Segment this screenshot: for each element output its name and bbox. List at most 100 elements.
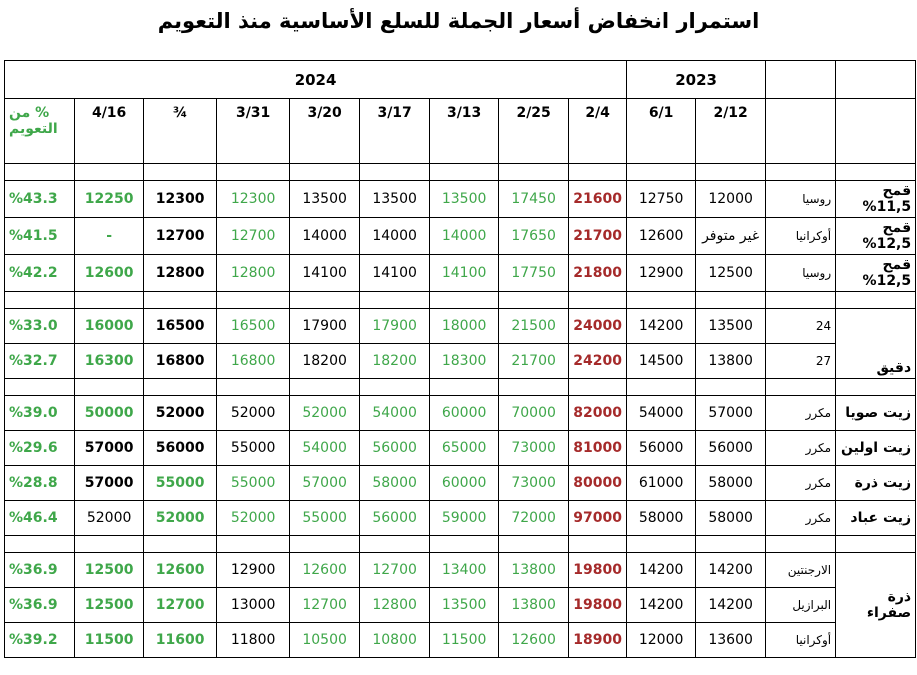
spacer-cell [695, 535, 767, 553]
price-cell: 56000 [359, 430, 431, 466]
price-cell: 56000 [359, 500, 431, 536]
price-cell: 56000 [695, 430, 767, 466]
origin-label: 27 [765, 343, 837, 379]
price-cell: 12300 [143, 180, 218, 218]
spacer-cell [695, 378, 767, 396]
price-cell: 54000 [626, 395, 697, 431]
spacer-cell [568, 535, 628, 553]
table-row [3, 163, 917, 181]
price-cell: 13600 [695, 622, 767, 658]
price-cell: 16800 [216, 343, 291, 379]
table-row: قمح 12,5% روسيا 12500 12900 21800 17750 14100 1… [3, 254, 917, 292]
price-cell: 16300 [74, 343, 145, 379]
origin-label: روسيا [765, 254, 837, 292]
spacer-cell [143, 378, 218, 396]
price-cell: 12000 [626, 622, 697, 658]
column-header: 4/16 [74, 98, 145, 164]
origin-label: البرازيل [765, 587, 837, 623]
percent-change: %32.7 [3, 343, 76, 379]
table-row: قمح 11,5% روسيا 12000 12750 21600 17450 13500 1… [3, 180, 917, 218]
spacer-cell [568, 378, 628, 396]
price-cell: 14000 [429, 217, 500, 255]
price-cell: 13400 [429, 552, 500, 588]
price-cell: 13800 [695, 343, 767, 379]
percent-change: %33.0 [3, 308, 76, 344]
product-label: زيت اولين [835, 430, 917, 466]
origin-label: مكرر [765, 395, 837, 431]
empty-cell [835, 98, 917, 164]
spacer-cell [216, 378, 291, 396]
table-row: زيت عباد مكرر 58000 58000 97000 72000 59000 560… [3, 500, 917, 536]
spacer-cell [359, 291, 431, 309]
price-cell: 16500 [216, 308, 291, 344]
spacer-cell [429, 535, 500, 553]
spacer-cell [765, 291, 837, 309]
price-cell: 54000 [359, 395, 431, 431]
spacer-cell [626, 163, 697, 181]
page-title: استمرار انخفاض أسعار الجملة للسلع الأساس… [157, 9, 760, 33]
price-cell: 18000 [429, 308, 500, 344]
origin-label: مكرر [765, 465, 837, 501]
spacer-cell [3, 291, 76, 309]
table-row: دقيق 24 13500 14200 24000 21500 18000 17900 1790… [3, 308, 917, 379]
price-cell: 55000 [143, 465, 218, 501]
spacer-cell [765, 535, 837, 553]
percent-change: %46.4 [3, 500, 76, 536]
price-cell: 12300 [216, 180, 291, 218]
spacer-cell [765, 163, 837, 181]
table-row: أوكرانيا 13600 12000 18900 12600 11500 10800 10… [3, 622, 916, 658]
price-cell: 80000 [568, 465, 628, 501]
price-cell: 13500 [695, 308, 767, 344]
price-cell: 57000 [695, 395, 767, 431]
price-cell: 56000 [143, 430, 218, 466]
table-row [3, 291, 917, 309]
percent-change: %39.0 [3, 395, 76, 431]
spacer-cell [695, 163, 767, 181]
price-cell: 14100 [429, 254, 500, 292]
price-cell: 12750 [626, 180, 697, 218]
price-cell: 14200 [626, 308, 697, 344]
spacer-cell [359, 378, 431, 396]
spacer-cell [216, 291, 291, 309]
price-cell: 17750 [498, 254, 570, 292]
spacer-cell [289, 163, 361, 181]
price-cell: 14100 [289, 254, 361, 292]
spacer-cell [74, 291, 145, 309]
price-cell: غير متوفر [695, 217, 767, 255]
price-cell: 72000 [498, 500, 570, 536]
price-cell: 13500 [429, 180, 500, 218]
product-label: ذرة صفراء [835, 552, 917, 658]
price-cell: 13800 [498, 587, 570, 623]
price-cell: 10500 [289, 622, 361, 658]
spacer-cell [3, 163, 76, 181]
column-header: 3/13 [429, 98, 500, 164]
price-cell: 12700 [143, 217, 218, 255]
price-cell: 57000 [289, 465, 361, 501]
price-cell: 17650 [498, 217, 570, 255]
price-cell: 55000 [216, 465, 291, 501]
spacer-cell [74, 163, 145, 181]
spacer-cell [498, 535, 570, 553]
spacer-cell [216, 535, 291, 553]
price-cell: 60000 [429, 465, 500, 501]
percent-change: %41.5 [3, 217, 76, 255]
table-row: زيت صويا مكرر 57000 54000 82000 70000 60000 540… [3, 395, 917, 431]
price-cell: 73000 [498, 465, 570, 501]
price-cell: 11600 [143, 622, 218, 658]
price-cell: 81000 [568, 430, 628, 466]
price-cell: 12000 [695, 180, 767, 218]
spacer-cell [835, 535, 917, 553]
column-header: 2/25 [498, 98, 570, 164]
spacer-cell [143, 163, 218, 181]
price-cell: 21500 [498, 308, 570, 344]
price-cell: 65000 [429, 430, 500, 466]
table-row: قمح 12,5% أوكرانيا غير متوفر 12600 21700 1765… [3, 217, 917, 255]
price-cell: 10800 [359, 622, 431, 658]
table-row: زيت ذرة مكرر 58000 61000 80000 73000 60000 5800… [3, 465, 917, 501]
price-cell: 17900 [289, 308, 361, 344]
table-body: 2023 2024 2/12 6/1 2/4 2/25 3/13 3/17 3/20 3/31 ¾ 4… [3, 60, 917, 658]
price-cell: 61000 [626, 465, 697, 501]
price-cell: 12600 [498, 622, 570, 658]
spacer-cell [626, 378, 697, 396]
